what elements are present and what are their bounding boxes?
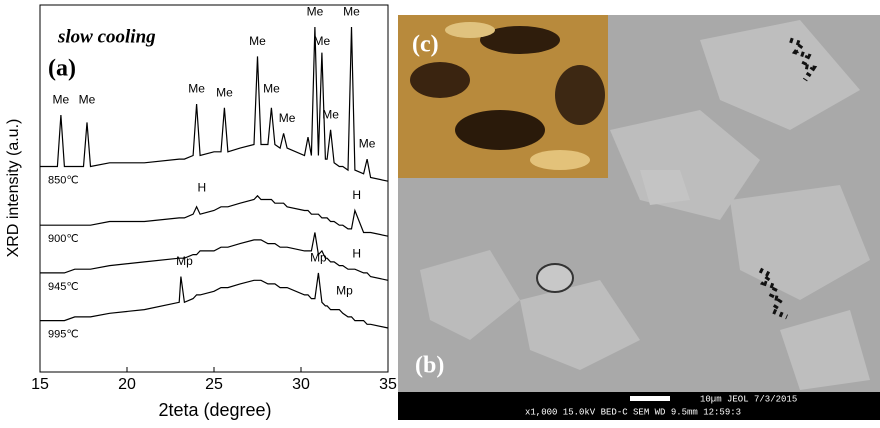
- chart-title: slow cooling: [57, 26, 156, 47]
- peak-label: Me: [249, 34, 266, 48]
- xrd-trace: [40, 232, 389, 281]
- optical-inset: (c): [398, 15, 608, 178]
- x-tick-label: 15: [31, 376, 49, 393]
- panel-label: (b): [415, 353, 444, 379]
- panel-label: (a): [48, 56, 76, 82]
- peak-label: Mp: [310, 250, 327, 264]
- sem-image: 10µm JEOL 7/3/2015 x1,000 15.0kV BED-C S…: [398, 15, 880, 420]
- peak-label: Me: [79, 93, 96, 107]
- peak-label: Me: [53, 93, 70, 107]
- peak-label: Me: [322, 107, 339, 121]
- peak-label: Me: [188, 82, 205, 96]
- x-axis-label: 2teta (degree): [158, 400, 271, 420]
- peak-label: H: [197, 181, 206, 195]
- series-label: 850℃: [48, 174, 79, 186]
- x-tick-label: 20: [118, 376, 136, 393]
- peak-label: Me: [216, 85, 233, 99]
- info-text: x1,000 15.0kV BED-C SEM WD 9.5mm 12:59:3: [525, 407, 741, 417]
- peak-label: H: [352, 188, 361, 202]
- scale-text: 10µm JEOL 7/3/2015: [700, 394, 797, 404]
- xrd-trace: [40, 26, 389, 182]
- peak-label: Mp: [336, 283, 353, 297]
- peak-label: Me: [314, 34, 331, 48]
- peak-label: H: [352, 247, 361, 261]
- xrd-trace: [40, 272, 389, 329]
- peak-label: Me: [279, 111, 296, 125]
- peak-label: Mp: [176, 254, 193, 268]
- series-label: 900℃: [48, 233, 79, 245]
- peak-label: Me: [263, 82, 280, 96]
- panel-label: (c): [412, 32, 439, 58]
- x-tick-label: 35: [379, 376, 397, 393]
- x-tick-label: 25: [205, 376, 223, 393]
- series-label: 945℃: [48, 281, 79, 293]
- peak-label: Me: [307, 5, 324, 19]
- series-label: 995℃: [48, 329, 79, 341]
- peak-label: Me: [359, 137, 376, 151]
- x-tick-label: 30: [292, 376, 310, 393]
- xrd-trace: [40, 194, 389, 237]
- y-axis-label: XRD intensity (a.u.): [5, 119, 22, 258]
- peak-label: Me: [343, 5, 360, 19]
